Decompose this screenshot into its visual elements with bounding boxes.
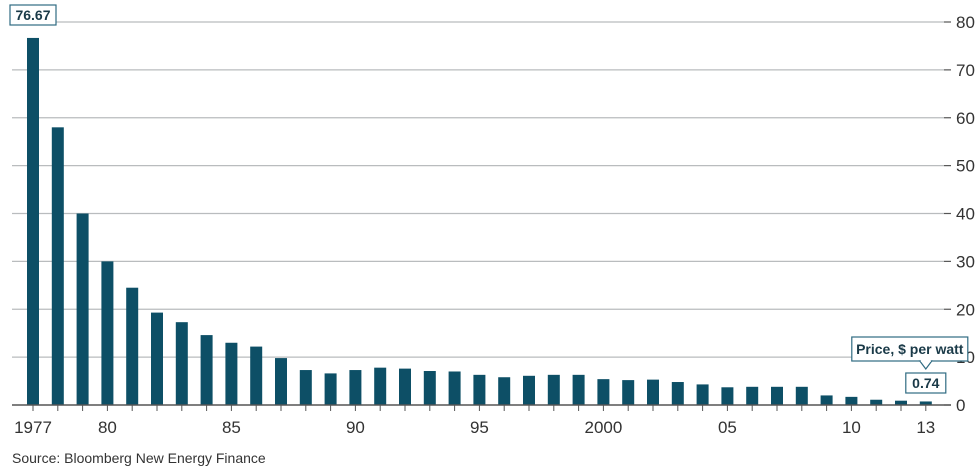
callout-label: 0.74	[912, 375, 939, 391]
bar	[547, 374, 560, 405]
y-tick-label: 60	[956, 109, 975, 128]
callout-pointer	[918, 360, 933, 370]
x-tick-label: 2000	[584, 418, 622, 437]
x-tick-label: 10	[842, 418, 861, 437]
y-tick-label: 70	[956, 61, 975, 80]
x-tick-label: 85	[222, 418, 241, 437]
bar	[126, 287, 139, 405]
y-tick-label: 20	[956, 300, 975, 319]
bar	[919, 401, 932, 405]
bar	[374, 367, 387, 405]
bar	[349, 370, 362, 405]
bar	[250, 346, 263, 405]
y-tick-label: 50	[956, 157, 975, 176]
bar	[870, 399, 883, 405]
bar	[151, 312, 163, 405]
bar	[572, 374, 585, 405]
callout-label: 76.67	[15, 7, 50, 23]
x-tick-label: 13	[916, 418, 935, 437]
callouts: 76.67 0.74 Price, $ per watt	[9, 4, 969, 394]
bar	[473, 374, 486, 405]
bar	[200, 335, 213, 405]
bars	[27, 37, 932, 405]
bar	[399, 368, 411, 405]
x-tick-label: 05	[718, 418, 737, 437]
bar	[448, 371, 461, 405]
y-tick-label: 0	[956, 396, 965, 415]
bar	[27, 37, 39, 405]
bar	[498, 377, 511, 405]
callout-box	[851, 336, 969, 362]
bar	[101, 261, 114, 405]
bar	[696, 384, 709, 405]
x-tick-label: 90	[346, 418, 365, 437]
bar	[671, 382, 684, 405]
bar	[622, 380, 635, 405]
y-tick-label: 40	[956, 205, 975, 224]
bar	[647, 379, 659, 405]
gridlines	[12, 21, 944, 358]
bar	[845, 396, 858, 405]
x-tick-label: 1977	[14, 418, 52, 437]
bar	[746, 386, 759, 405]
callout-box	[9, 4, 57, 26]
bar	[895, 400, 907, 405]
bar	[820, 395, 833, 405]
bar	[771, 386, 783, 405]
bar	[175, 322, 188, 405]
bar	[423, 371, 436, 405]
bar	[299, 370, 312, 405]
y-tick-label: 80	[956, 13, 975, 32]
bar	[225, 342, 238, 405]
bar	[76, 213, 89, 405]
y-tick-label: 30	[956, 252, 975, 271]
bar	[721, 387, 734, 405]
bar	[523, 375, 535, 405]
source-note: Source: Bloomberg New Energy Finance	[12, 450, 266, 466]
bar	[324, 373, 337, 405]
series-label-callout: Price, $ per watt	[851, 336, 969, 370]
bar	[795, 386, 808, 405]
first-value-callout: 76.67	[9, 4, 57, 26]
bar	[51, 127, 64, 405]
callout-box	[905, 372, 947, 394]
series-label: Price, $ per watt	[856, 341, 964, 357]
x-tick-label: 95	[470, 418, 489, 437]
x-tick-label: 80	[98, 418, 117, 437]
bar	[275, 358, 287, 405]
bar	[597, 379, 610, 405]
last-value-callout: 0.74	[905, 372, 947, 394]
